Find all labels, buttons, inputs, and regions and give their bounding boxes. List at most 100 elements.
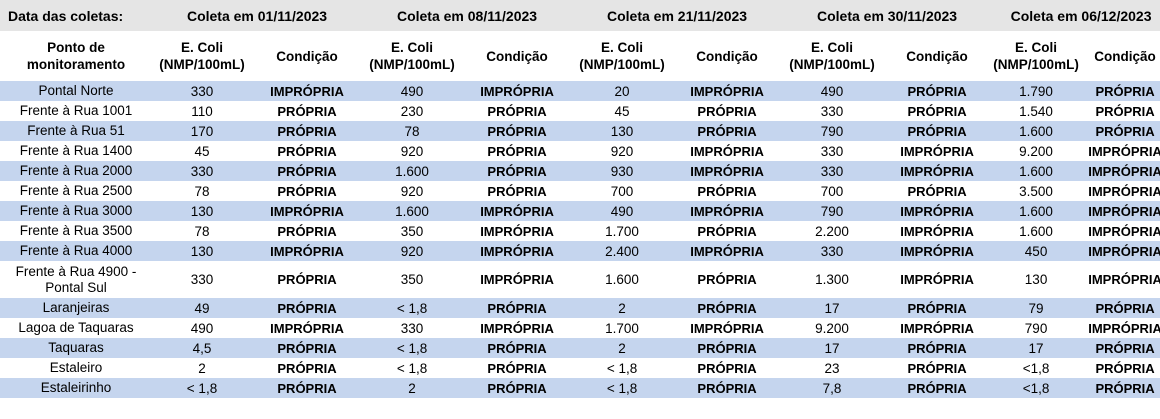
table-row: Frente à Rua 2000 330 PRÓPRIA 1.600 PRÓPRIA 9… [0, 161, 1160, 181]
ecoli-value-cell: 79 [1028, 300, 1044, 316]
ecoli-value-cell: 78 [194, 183, 210, 199]
table-row: Frente à Rua 4900 - Pontal Sul 330 PRÓPRIA… [0, 261, 1160, 298]
collection-date-1: Coleta em 01/11/2023 [186, 7, 328, 24]
condition-cell: IMPRÓPRIA [690, 163, 764, 179]
water-quality-table: Data das coletas: Coleta em 01/11/2023 C… [0, 0, 1160, 398]
ecoli-value-cell: 490 [190, 320, 214, 336]
ecoli-value-cell: 790 [1024, 320, 1048, 336]
monitoring-point: Pontal Norte [38, 83, 114, 98]
ecoli-value-cell: 1.790 [1019, 83, 1053, 99]
condition-cell: PRÓPRIA [277, 380, 337, 396]
condition-cell: IMPRÓPRIA [1088, 243, 1160, 259]
condition-cell: IMPRÓPRIA [270, 203, 344, 219]
condition-cell: IMPRÓPRIA [690, 243, 764, 259]
condition-cell: PRÓPRIA [487, 143, 547, 159]
condition-cell: PRÓPRIA [697, 360, 757, 376]
monitoring-point: Frente à Rua 51 [27, 123, 125, 138]
ecoli-value-cell: 230 [400, 103, 424, 119]
table-row: Laranjeiras 49 PRÓPRIA < 1,8 PRÓPRIA 2 PRÓPRIA… [0, 298, 1160, 318]
condition-cell: PRÓPRIA [277, 163, 337, 179]
condition-cell: PRÓPRIA [277, 143, 337, 159]
table-body: Pontal Norte 330 IMPRÓPRIA 490 IMPRÓPRIA 20 IM… [0, 81, 1160, 398]
condition-cell: PRÓPRIA [907, 103, 967, 119]
condition-cell: IMPRÓPRIA [1088, 163, 1160, 179]
ecoli-value-cell: <1,8 [1022, 360, 1050, 376]
ecoli-value-cell: 17 [1028, 340, 1044, 356]
ecoli-value-cell: 790 [820, 203, 844, 219]
ecoli-value-cell: 45 [194, 143, 210, 159]
monitoring-point: Taquaras [48, 340, 104, 355]
condition-cell: IMPRÓPRIA [270, 320, 344, 336]
monitoring-point: Lagoa de Taquaras [18, 320, 134, 335]
condition-cell: PRÓPRIA [907, 183, 967, 199]
ecoli-value-cell: < 1,8 [606, 380, 638, 396]
condition-cell: PRÓPRIA [487, 163, 547, 179]
ecoli-value-cell: 1.600 [395, 163, 429, 179]
condition-cell: IMPRÓPRIA [1088, 203, 1160, 219]
ecoli-value-cell: 920 [400, 183, 424, 199]
condition-cell: IMPRÓPRIA [690, 143, 764, 159]
condition-cell: PRÓPRIA [907, 340, 967, 356]
condition-cell: PRÓPRIA [697, 103, 757, 119]
table-row: Frente à Rua 2500 78 PRÓPRIA 920 PRÓPRIA 700 P… [0, 181, 1160, 201]
ecoli-value-cell: 170 [190, 123, 214, 139]
ecoli-value-cell: 17 [824, 340, 840, 356]
condition-header: Condição [486, 48, 548, 64]
ecoli-value-cell: < 1,8 [606, 360, 638, 376]
ecoli-value-cell: 450 [1024, 243, 1048, 259]
date-label: Data das coletas: [8, 7, 124, 24]
ecoli-value-cell: 700 [610, 183, 634, 199]
condition-cell: IMPRÓPRIA [900, 320, 974, 336]
ecoli-value-cell: 130 [190, 203, 214, 219]
ecoli-value-cell: 17 [824, 300, 840, 316]
monitoring-point: Frente à Rua 2000 [19, 163, 133, 178]
condition-header: Condição [906, 48, 968, 64]
ecoli-value-cell: 2.200 [815, 223, 849, 239]
condition-cell: IMPRÓPRIA [480, 272, 554, 287]
condition-cell: IMPRÓPRIA [900, 223, 974, 239]
ecoli-value-cell: 1.600 [1019, 163, 1053, 179]
ecoli-value-cell: 1.300 [815, 272, 849, 287]
ecoli-value-cell: 330 [820, 163, 844, 179]
condition-cell: IMPRÓPRIA [900, 272, 974, 287]
condition-cell: IMPRÓPRIA [1088, 143, 1160, 159]
condition-cell: IMPRÓPRIA [900, 243, 974, 259]
condition-cell: PRÓPRIA [907, 360, 967, 376]
ecoli-header: E. Coli (NMP/100mL) [369, 40, 455, 72]
ecoli-value-cell: 330 [190, 272, 214, 287]
ecoli-value-cell: 4,5 [192, 340, 212, 356]
condition-cell: IMPRÓPRIA [270, 243, 344, 259]
condition-cell: PRÓPRIA [907, 380, 967, 396]
table-row: Frente à Rua 4000 130 IMPRÓPRIA 920 IMPRÓPRI… [0, 241, 1160, 261]
ecoli-value-cell: 700 [820, 183, 844, 199]
ecoli-value-cell: 790 [820, 123, 844, 139]
table-row: Estaleirinho < 1,8 PRÓPRIA 2 PRÓPRIA < 1,8 PRÓ… [0, 378, 1160, 398]
ecoli-value-cell: 350 [400, 272, 424, 287]
ecoli-value-cell: 330 [190, 163, 214, 179]
monitoring-point: Frente à Rua 3000 [19, 203, 133, 218]
condition-cell: PRÓPRIA [697, 123, 757, 139]
condition-cell: PRÓPRIA [697, 272, 757, 287]
condition-cell: PRÓPRIA [697, 300, 757, 316]
condition-cell: IMPRÓPRIA [1088, 183, 1160, 199]
ecoli-value-cell: 490 [610, 203, 634, 219]
ecoli-header: E. Coli (NMP/100mL) [579, 40, 665, 72]
ecoli-value-cell: <1,8 [1022, 380, 1050, 396]
ecoli-value-cell: 1.600 [395, 203, 429, 219]
table-row: Estaleiro 2 PRÓPRIA < 1,8 PRÓPRIA < 1,8 PRÓPRI… [0, 358, 1160, 378]
condition-cell: PRÓPRIA [277, 360, 337, 376]
condition-cell: PRÓPRIA [697, 380, 757, 396]
ecoli-value-cell: 7,8 [822, 380, 842, 396]
ecoli-value-cell: < 1,8 [186, 380, 218, 396]
ecoli-value-cell: 20 [614, 83, 630, 99]
ecoli-value-cell: 1.700 [605, 320, 639, 336]
ecoli-value-cell: 45 [614, 103, 630, 119]
collection-date-2: Coleta em 08/11/2023 [396, 7, 538, 24]
condition-cell: IMPRÓPRIA [270, 83, 344, 99]
condition-cell: PRÓPRIA [1095, 380, 1155, 396]
monitoring-point: Estaleirinho [40, 380, 112, 395]
condition-cell: PRÓPRIA [487, 380, 547, 396]
ecoli-value-cell: 2 [618, 340, 626, 356]
ecoli-value-cell: 9.200 [1019, 143, 1053, 159]
monitoring-point: Frente à Rua 1400 [19, 143, 133, 158]
